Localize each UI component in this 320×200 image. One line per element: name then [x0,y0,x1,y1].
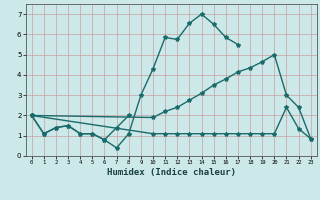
X-axis label: Humidex (Indice chaleur): Humidex (Indice chaleur) [107,168,236,177]
